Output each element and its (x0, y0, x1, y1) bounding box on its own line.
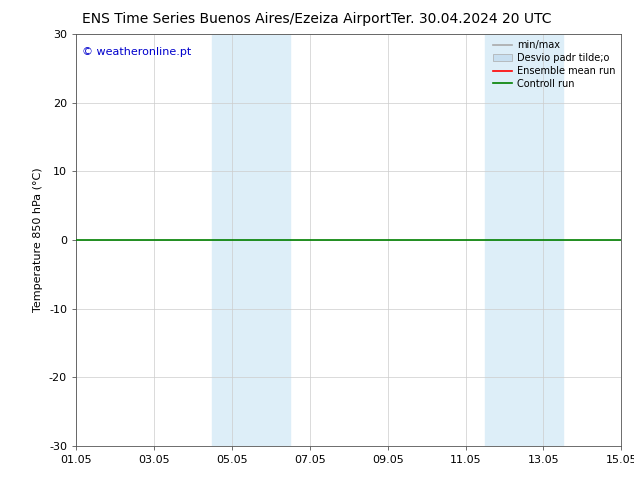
Text: © weatheronline.pt: © weatheronline.pt (82, 47, 191, 57)
Legend: min/max, Desvio padr tilde;o, Ensemble mean run, Controll run: min/max, Desvio padr tilde;o, Ensemble m… (489, 36, 619, 93)
Bar (485, 34, 563, 446)
Text: ENS Time Series Buenos Aires/Ezeiza Airport: ENS Time Series Buenos Aires/Ezeiza Airp… (82, 12, 391, 26)
Text: Ter. 30.04.2024 20 UTC: Ter. 30.04.2024 20 UTC (391, 12, 552, 26)
Bar (212, 34, 290, 446)
Y-axis label: Temperature 850 hPa (°C): Temperature 850 hPa (°C) (34, 168, 43, 313)
